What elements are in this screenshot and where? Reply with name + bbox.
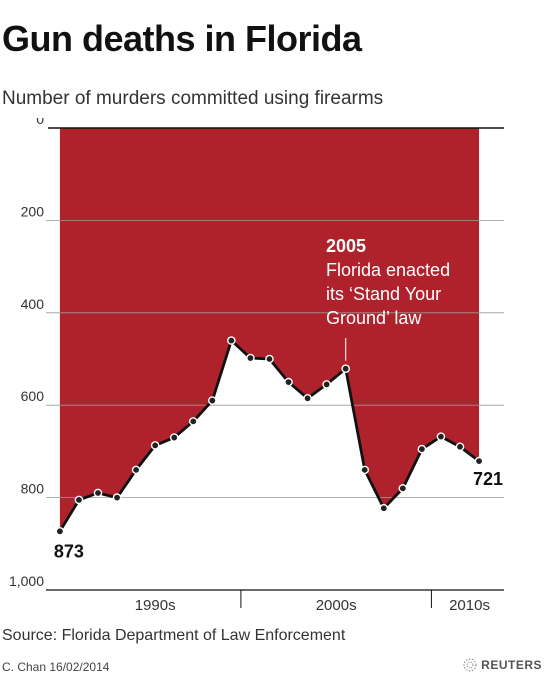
y-tick-label: 600 <box>21 388 45 404</box>
data-point <box>131 465 141 475</box>
annotation-text-line: its ‘Stand Your <box>326 284 441 304</box>
data-point <box>455 442 465 452</box>
data-point <box>341 364 350 374</box>
data-point <box>150 441 160 450</box>
x-period-label: 1990s <box>135 597 176 614</box>
data-point <box>417 444 427 454</box>
data-point <box>246 353 255 363</box>
data-label: 873 <box>54 541 84 561</box>
y-tick-label: 200 <box>21 203 45 219</box>
point-layer <box>55 336 484 536</box>
data-point <box>398 484 408 493</box>
data-point <box>112 493 122 502</box>
annotation-text-line: Ground’ law <box>326 308 422 328</box>
data-point <box>379 503 389 513</box>
data-point <box>322 380 331 389</box>
data-point <box>284 377 293 387</box>
axis-layer: 0 200 400 600 800 1,000 1990s 2000s 2010s <box>9 118 490 614</box>
data-point <box>169 433 179 442</box>
y-tick-label: 0 <box>36 118 44 127</box>
reuters-logo: REUTERS <box>463 658 542 672</box>
data-point <box>208 396 217 405</box>
source-note: Source: Florida Department of Law Enforc… <box>2 627 346 644</box>
annotation-text-line: Florida enacted <box>326 260 450 280</box>
grid-layer <box>46 127 504 591</box>
area-layer <box>59 128 480 532</box>
data-point <box>188 417 198 426</box>
x-period-label: 2010s <box>449 597 490 614</box>
data-label: 721 <box>473 469 503 489</box>
chart-title: Gun deaths in Florida <box>2 18 362 59</box>
data-point <box>265 354 274 364</box>
credit-line: C. Chan 16/02/2014 <box>2 660 110 674</box>
data-point <box>93 488 103 498</box>
gun-deaths-chart: 873 721 2005 Florida enacted its ‘Stand Your… <box>9 118 504 614</box>
x-period-label: 2000s <box>316 597 357 614</box>
data-point <box>55 527 65 536</box>
label-layer: 873 721 2005 Florida enacted its ‘Stand Your… <box>54 236 503 561</box>
data-point <box>474 456 484 466</box>
annotation-year: 2005 <box>326 236 366 256</box>
data-point <box>227 336 236 345</box>
reuters-dots-logo-icon <box>463 658 477 672</box>
logo-text: REUTERS <box>481 658 542 672</box>
chart-subtitle: Number of murders committed using firear… <box>2 88 384 109</box>
y-tick-label: 800 <box>21 481 45 497</box>
data-point <box>303 393 312 403</box>
area-fill <box>59 128 480 532</box>
y-tick-label: 1,000 <box>9 573 44 589</box>
y-tick-label: 400 <box>21 296 45 312</box>
data-point <box>360 465 370 475</box>
data-point <box>74 495 84 505</box>
data-point <box>436 432 446 441</box>
